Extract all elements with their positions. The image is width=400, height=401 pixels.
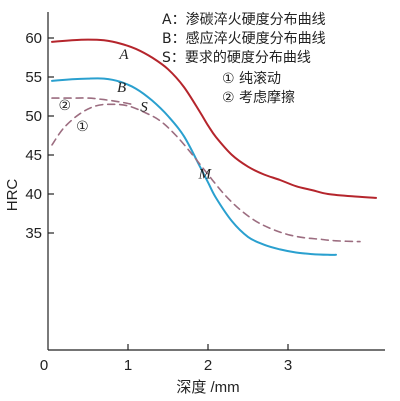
legend-entry: B：感应淬火硬度分布曲线 bbox=[162, 30, 326, 47]
x-tick-label: 1 bbox=[124, 357, 132, 374]
y-tick-label: 45 bbox=[25, 147, 42, 164]
y-tick-label: 60 bbox=[25, 30, 42, 47]
legend-sub-entry: ② 考虑摩擦 bbox=[222, 89, 295, 106]
series-line-b bbox=[51, 77, 337, 256]
y-ticks: 35 40 45 50 55 60 bbox=[25, 30, 54, 242]
x-axis-title: 深度 /mm bbox=[176, 379, 239, 396]
y-tick-label: 50 bbox=[25, 108, 42, 125]
y-tick-label: 55 bbox=[25, 69, 42, 86]
x-tick-label: 2 bbox=[204, 357, 212, 374]
x-ticks: 0 1 2 3 bbox=[40, 344, 292, 374]
curve-label: ② bbox=[59, 98, 72, 114]
x-tick-label: 0 bbox=[40, 357, 48, 374]
curve-label: A bbox=[118, 47, 129, 63]
y-axis-title: HRC bbox=[4, 179, 21, 212]
legend: A：渗碳淬火硬度分布曲线 B：感应淬火硬度分布曲线 S：要求的硬度分布曲线 ① 纯滚动… bbox=[162, 12, 326, 106]
legend-sub-entry: ① 纯滚动 bbox=[222, 70, 281, 87]
axes bbox=[47, 12, 385, 351]
legend-entry: A：渗碳淬火硬度分布曲线 bbox=[162, 12, 326, 28]
curve-labels: A BS M ②① bbox=[59, 47, 213, 182]
curve-label: M bbox=[198, 166, 213, 182]
series-line-s bbox=[51, 97, 133, 106]
series-group bbox=[51, 38, 377, 256]
series-line-a bbox=[51, 38, 377, 199]
y-tick-label: 40 bbox=[25, 186, 42, 203]
curve-label: S bbox=[140, 99, 148, 115]
y-tick-label: 35 bbox=[25, 225, 42, 242]
curve-label: B bbox=[117, 80, 126, 96]
x-tick-label: 3 bbox=[284, 357, 292, 374]
curve-label: ① bbox=[76, 119, 89, 135]
legend-entry: S：要求的硬度分布曲线 bbox=[162, 50, 311, 66]
series-line-s bbox=[51, 103, 361, 243]
